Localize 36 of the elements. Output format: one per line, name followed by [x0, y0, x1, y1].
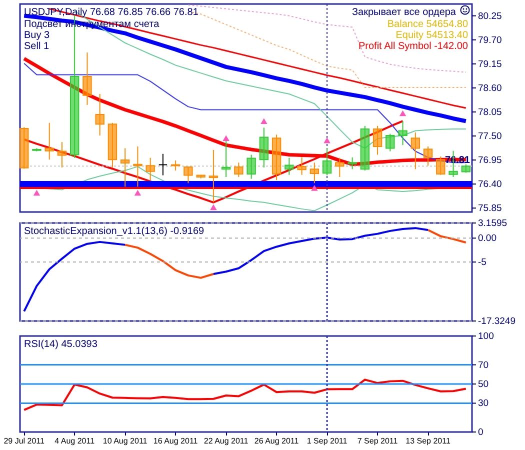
y-tick-label: 30 [478, 398, 489, 410]
x-tick-label: 10 Aug 2011 [102, 436, 148, 446]
chart-title: StochasticExpansion_v1.1(13,6) -0.9169 [24, 226, 205, 237]
y-tick-label: -5 [478, 257, 486, 268]
x-tick-label: 1 Sep 2011 [306, 436, 348, 446]
y-tick-label: 79.70 [478, 34, 502, 46]
annotation: Buy 3 [24, 30, 50, 41]
x-tick-label: 29 Jul 2011 [4, 436, 46, 446]
x-tick-label: 16 Aug 2011 [153, 436, 198, 446]
y-tick-label: 75.85 [478, 203, 502, 214]
annotation: Balance 54654.80 [387, 19, 468, 30]
annotation: Profit All Symbol -142.00 [358, 41, 468, 52]
annotation: Sell 1 [24, 41, 50, 52]
x-tick-label: 7 Sep 2011 [357, 436, 398, 446]
chart-title: RSI(14) 45.0393 [24, 339, 98, 350]
y-tick-label: 3.1595 [478, 218, 508, 229]
y-tick-label: 0 [478, 427, 484, 438]
y-tick-label: 78.60 [478, 82, 502, 94]
x-tick-label: 4 Aug 2011 [54, 436, 96, 446]
y-tick-label: 77.50 [478, 130, 502, 142]
y-tick-label: 70 [478, 360, 489, 371]
y-tick-label: 79.15 [478, 58, 502, 70]
y-tick-label: 78.05 [478, 106, 502, 118]
y-tick-label: 76.40 [478, 179, 502, 190]
y-tick-label: 76.95 [478, 155, 502, 166]
annotation: Закрывает все ордера [352, 7, 456, 18]
x-tick-label: 22 Aug 2011 [204, 436, 249, 446]
ref-line-label: 76.81 [444, 155, 470, 166]
x-tick-label: 13 Sep 2011 [406, 436, 451, 446]
y-tick-label: 0.00 [478, 233, 496, 244]
y-tick-label: 80.25 [478, 10, 502, 22]
annotation: Equity 54513.40 [396, 30, 468, 41]
y-tick-label: -17.3249 [478, 316, 516, 327]
y-tick-label: 100 [478, 331, 494, 342]
x-tick-label: 26 Aug 2011 [254, 436, 300, 446]
y-tick-label: 50 [478, 379, 489, 390]
